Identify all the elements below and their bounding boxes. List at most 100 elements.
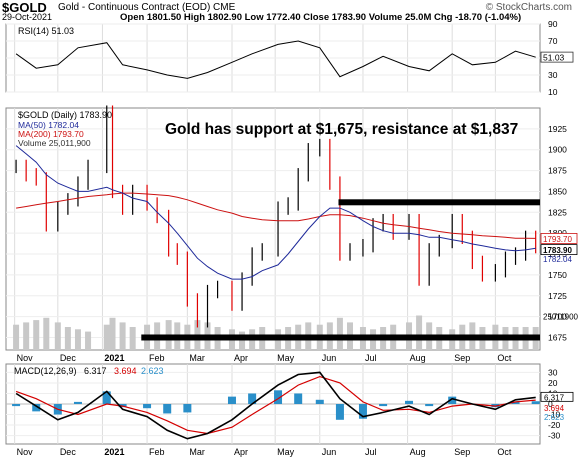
macd-hist-bar [102,391,111,404]
macd-xtick-label: 2021 [104,447,124,457]
price-xtick-label: Dec [60,353,77,363]
price-legend-ma200: MA(200) 1793.70 [18,129,84,139]
resistance-line [338,199,540,206]
rsi-legend: RSI(14) 51.03 [18,26,74,36]
price-tick-label: 1875 [548,166,567,176]
macd-panel: -30-20-100102030MACD(12,26,9)6.3173.6942… [5,363,574,457]
signal-value-label: 3.694 [544,404,565,413]
volume-bar [13,324,20,350]
rsi-tick-label: 10 [548,87,558,97]
price-xtick-label: Nov [17,353,34,363]
macd-hist-bar [448,396,457,404]
macd-hist-bar [294,393,303,404]
macd-line [15,371,536,440]
macd-xtick-label: Sep [454,447,470,457]
price-tick-label: 1850 [548,186,567,196]
macd-xtick-label: May [277,447,295,457]
price-xtick-label: May [277,353,295,363]
price-legend-volume: Volume 25,011,900 [18,138,91,148]
ma200-line [16,192,536,239]
volume-bar [239,331,246,350]
macd-tick-label: 30 [548,367,558,377]
rsi-line [15,40,536,79]
price-panel: 1675170017251750177518001825185018751900… [5,105,578,363]
macd-xtick-label: Oct [497,447,512,457]
stockcharts-watermark: © StockCharts.com [485,2,572,13]
ma200-value-label: 1793.70 [543,235,572,244]
chart-date: 29-Oct-2021 [2,12,53,22]
macd-hist-bar [531,401,540,404]
symbol-title: $GOLD [2,0,47,15]
volume-bar [43,317,50,350]
macd-hist-bar [227,396,236,404]
macd-hist-bar [425,404,434,407]
macd-hist-bar [315,399,324,404]
volume-bar [129,327,136,350]
macd-value-label: 6.317 [544,393,565,402]
macd-tick-label: 0 [548,399,553,409]
volume-bar [416,315,423,350]
macd-hist-bar [32,404,41,412]
price-xtick-label: Apr [234,353,248,363]
price-xtick-label: Sep [454,353,470,363]
macd-hist-bar [163,404,172,414]
support-line [141,334,540,341]
price-xtick-label: 2021 [104,353,124,363]
price-xtick-label: Aug [410,353,426,363]
ma50-value-label: 1782.04 [543,255,572,264]
macd-hist-bar [73,401,82,404]
price-xtick-label: Jul [365,353,377,363]
macd-hist-bar [335,404,344,420]
macd-legend-hist: 2.623 [141,366,164,376]
volume-bar [33,320,40,350]
price-legend-ma50: MA(50) 1782.04 [18,120,79,130]
price-frame [5,107,541,351]
volume-bar [54,322,61,350]
price-xtick-label: Feb [149,353,165,363]
volume-bar [103,324,110,350]
macd-signal-line [15,375,536,435]
price-tick-label: 1675 [548,332,567,342]
volume-bar [336,317,343,350]
volume-bar [64,327,71,350]
macd-hist-bar [183,404,192,413]
macd-xtick-label: Jul [365,447,377,457]
macd-hist-bar [12,404,21,407]
macd-xtick-label: Mar [189,447,205,457]
price-tick-label: 1900 [548,145,567,155]
price-legend-symbol: $GOLD (Daily) 1783.90 [18,110,112,120]
price-xtick-label: Mar [189,353,205,363]
macd-xtick-label: Feb [149,447,165,457]
rsi-tick-label: 70 [548,36,558,46]
volume-bar [109,317,116,350]
macd-tick-label: 20 [548,378,558,388]
ma50-line [15,145,536,280]
price-tick-label: 1700 [548,312,567,322]
macd-tick-label: -30 [548,431,561,441]
volume-bar [85,331,92,350]
macd-xtick-label: Apr [234,447,248,457]
last-price-label: 1783.90 [543,246,572,255]
last-price-box [540,244,578,256]
macd-hist-bar [405,400,414,404]
macd-hist-bar [379,404,388,407]
rsi-value-label: 51.03 [543,53,565,63]
macd-hist-bar [358,404,367,419]
macd-legend-macd: 6.317 [84,366,107,376]
price-tick-label: 1750 [548,270,567,280]
price-annotation: Gold has support at $1,675, resistance a… [165,121,518,138]
macd-xtick-label: Jun [322,447,337,457]
rsi-value-box [540,51,574,63]
ma200-value-box [540,233,578,244]
quote-line: Open 1801.50 High 1802.90 Low 1772.40 Cl… [120,12,522,23]
macd-tick-label: -10 [548,410,561,420]
macd-tick-label: -20 [548,420,561,430]
rsi-tick-label: 30 [548,70,558,80]
price-tick-label: 1925 [548,124,567,134]
price-tick-label: 1725 [548,291,567,301]
price-xtick-label: Jun [322,353,337,363]
hist-value-label: 2.623 [544,413,565,422]
price-tick-label: 1825 [548,207,567,217]
